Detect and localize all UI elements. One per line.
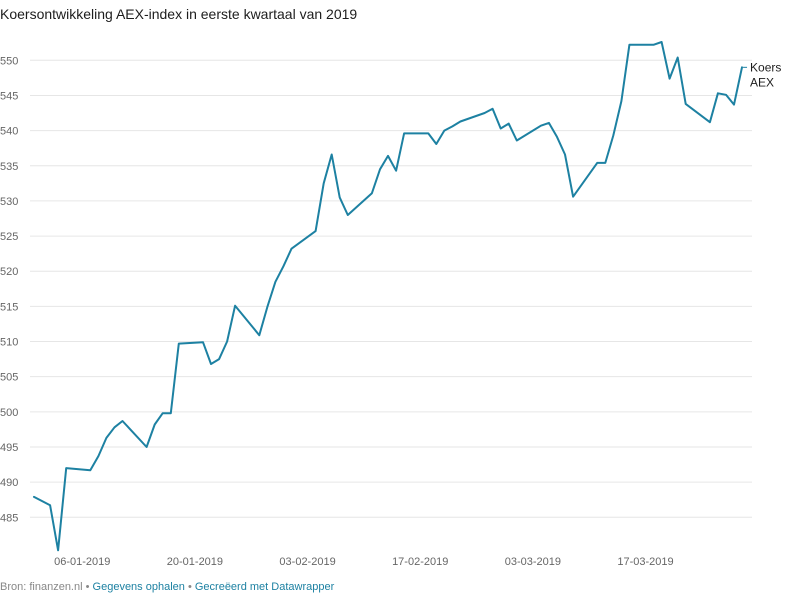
y-axis-ticks: 485 490 495 500 505 510 515 520 525 530 535 540 545 5… <box>0 55 18 524</box>
y-tick-label: 485 <box>0 512 18 524</box>
x-tick-label: 06-01-2019 <box>54 556 110 568</box>
x-tick-label: 17-03-2019 <box>617 556 673 568</box>
chart-title: Koersontwikkeling AEX-index in eerste kw… <box>0 6 358 22</box>
y-tick-label: 505 <box>0 372 18 384</box>
y-tick-label: 540 <box>0 126 18 138</box>
get-data-link[interactable]: Gegevens ophalen <box>92 581 185 593</box>
y-tick-label: 545 <box>0 90 18 102</box>
datawrapper-link[interactable]: Gecreëerd met Datawrapper <box>194 581 335 593</box>
series-label: AEX <box>750 75 774 89</box>
footer-separator: • <box>82 581 93 593</box>
x-axis-ticks: 06-01-2019 20-01-2019 03-02-2019 17-02-2019… <box>54 556 673 568</box>
y-tick-label: 515 <box>0 301 18 313</box>
footer-separator: • <box>184 581 195 593</box>
source-text: Bron: finanzen.nl <box>0 581 83 593</box>
grid-lines <box>30 59 752 518</box>
y-tick-label: 535 <box>0 161 18 173</box>
series-line-koers-aex <box>33 41 743 552</box>
y-tick-label: 530 <box>0 196 18 208</box>
y-tick-label: 550 <box>0 55 18 67</box>
x-tick-label: 20-01-2019 <box>167 556 223 568</box>
series-label: Koers <box>750 60 781 74</box>
y-tick-label: 495 <box>0 442 18 454</box>
y-tick-label: 525 <box>0 231 18 243</box>
y-tick-label: 500 <box>0 407 18 419</box>
x-tick-label: 03-02-2019 <box>279 556 335 568</box>
y-tick-label: 510 <box>0 337 18 349</box>
chart-footer: Bron: finanzen.nl • Gegevens ophalen • G… <box>0 581 334 593</box>
y-tick-label: 490 <box>0 477 18 489</box>
y-tick-label: 520 <box>0 266 18 278</box>
x-tick-label: 03-03-2019 <box>505 556 561 568</box>
x-tick-label: 17-02-2019 <box>392 556 448 568</box>
